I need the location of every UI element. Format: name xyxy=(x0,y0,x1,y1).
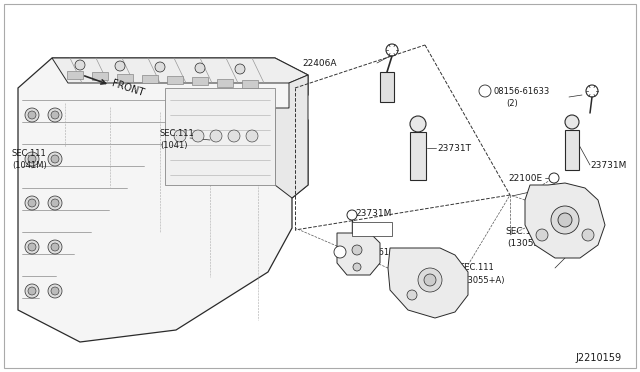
Text: (13055+A): (13055+A) xyxy=(459,276,504,285)
Circle shape xyxy=(235,64,245,74)
Circle shape xyxy=(586,85,598,97)
Circle shape xyxy=(418,268,442,292)
Circle shape xyxy=(48,152,62,166)
Circle shape xyxy=(334,246,346,258)
Text: (1041M): (1041M) xyxy=(12,160,47,170)
Circle shape xyxy=(353,263,361,271)
Circle shape xyxy=(48,284,62,298)
Circle shape xyxy=(386,44,398,56)
Circle shape xyxy=(75,60,85,70)
Text: (2): (2) xyxy=(506,99,518,108)
Text: 23731M: 23731M xyxy=(355,208,392,218)
Text: 08156-61633: 08156-61633 xyxy=(349,247,405,257)
Text: S: S xyxy=(483,89,487,93)
Bar xyxy=(92,72,108,80)
Text: (2): (2) xyxy=(349,259,361,267)
Text: (13055): (13055) xyxy=(508,238,543,247)
Circle shape xyxy=(407,290,417,300)
Circle shape xyxy=(479,85,491,97)
Circle shape xyxy=(549,173,559,183)
Circle shape xyxy=(228,130,240,142)
Polygon shape xyxy=(380,72,394,102)
Circle shape xyxy=(48,108,62,122)
Circle shape xyxy=(246,130,258,142)
Circle shape xyxy=(347,210,357,220)
Circle shape xyxy=(352,245,362,255)
Circle shape xyxy=(48,196,62,210)
Circle shape xyxy=(410,116,426,132)
Bar xyxy=(242,80,258,88)
Text: 08156-61633: 08156-61633 xyxy=(494,87,550,96)
Circle shape xyxy=(28,111,36,119)
Text: SEC.111: SEC.111 xyxy=(12,148,47,157)
Circle shape xyxy=(51,155,59,163)
Circle shape xyxy=(25,108,39,122)
Circle shape xyxy=(174,130,186,142)
Circle shape xyxy=(25,284,39,298)
Text: SEC.111: SEC.111 xyxy=(505,227,543,235)
Circle shape xyxy=(115,61,125,71)
Bar xyxy=(352,222,392,236)
Bar xyxy=(142,75,158,83)
Polygon shape xyxy=(18,58,308,342)
Circle shape xyxy=(25,152,39,166)
Text: FRONT: FRONT xyxy=(111,78,145,98)
Text: (1041): (1041) xyxy=(160,141,188,150)
Text: SEC.111: SEC.111 xyxy=(459,263,493,273)
Circle shape xyxy=(558,213,572,227)
Circle shape xyxy=(155,62,165,72)
Circle shape xyxy=(51,199,59,207)
Circle shape xyxy=(536,229,548,241)
Text: 23731T: 23731T xyxy=(437,144,471,153)
Circle shape xyxy=(51,111,59,119)
Text: 22100E: 22100E xyxy=(354,224,385,234)
Bar xyxy=(167,76,183,84)
Circle shape xyxy=(424,274,436,286)
Text: 22100E: 22100E xyxy=(508,173,542,183)
Bar xyxy=(217,78,233,87)
Polygon shape xyxy=(565,130,579,170)
Polygon shape xyxy=(275,75,308,198)
Polygon shape xyxy=(388,248,468,318)
Circle shape xyxy=(210,130,222,142)
Circle shape xyxy=(551,206,579,234)
Polygon shape xyxy=(52,58,308,83)
Circle shape xyxy=(582,229,594,241)
Circle shape xyxy=(25,196,39,210)
Polygon shape xyxy=(410,132,426,180)
Text: 23731M: 23731M xyxy=(590,160,627,170)
Bar xyxy=(192,77,208,85)
Circle shape xyxy=(195,63,205,73)
Text: SEC.111: SEC.111 xyxy=(160,128,195,138)
Text: J2210159: J2210159 xyxy=(576,353,622,363)
Circle shape xyxy=(28,199,36,207)
Circle shape xyxy=(192,130,204,142)
Circle shape xyxy=(51,243,59,251)
Circle shape xyxy=(25,240,39,254)
Circle shape xyxy=(28,155,36,163)
Circle shape xyxy=(28,287,36,295)
Circle shape xyxy=(48,240,62,254)
Polygon shape xyxy=(165,88,275,185)
Bar xyxy=(67,71,83,79)
Circle shape xyxy=(565,115,579,129)
Bar xyxy=(117,74,133,81)
Circle shape xyxy=(51,287,59,295)
Polygon shape xyxy=(337,233,380,275)
Text: 22406A: 22406A xyxy=(302,58,337,67)
Circle shape xyxy=(28,243,36,251)
Polygon shape xyxy=(525,183,605,258)
Text: S: S xyxy=(338,250,342,254)
